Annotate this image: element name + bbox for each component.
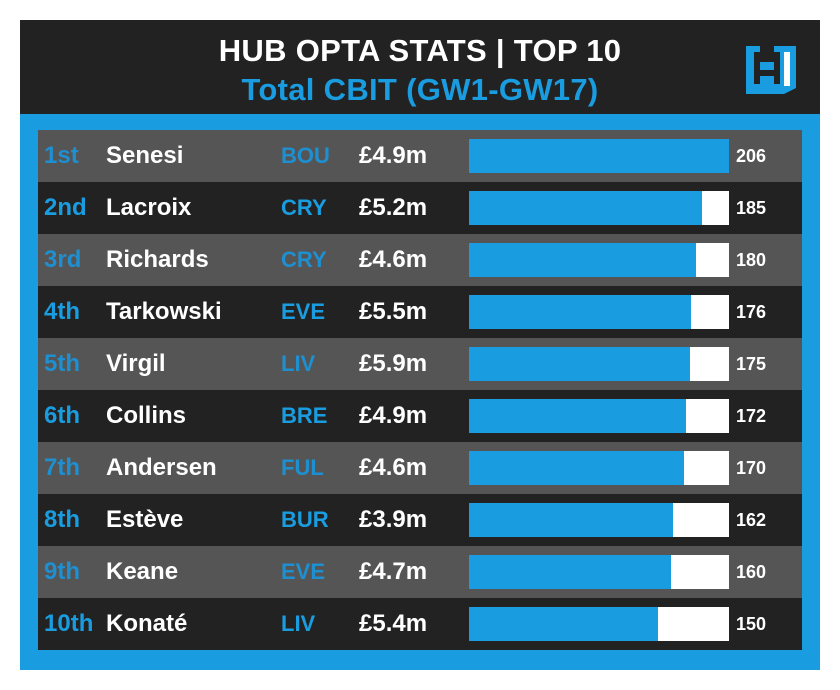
rank-label: 10th <box>44 610 94 637</box>
table-row: 3rd Richards CRY £4.6m 180 <box>38 234 802 286</box>
rank-label: 8th <box>44 506 80 533</box>
bar-track <box>469 347 729 381</box>
team-code: LIV <box>281 611 316 636</box>
bar-value-label: 185 <box>736 198 767 218</box>
rankings-panel: 1st Senesi BOU £4.9m 206 2nd Lacroix CRY £5.2m 18… <box>20 114 820 670</box>
rank-label: 9th <box>44 558 80 585</box>
bar <box>469 243 696 277</box>
player-name: Virgil <box>106 350 166 377</box>
team-code: BRE <box>281 403 328 428</box>
player-name: Senesi <box>106 142 184 169</box>
player-price: £4.9m <box>359 142 428 169</box>
table-row: 2nd Lacroix CRY £5.2m 185 <box>38 182 802 234</box>
bar-value-label: 206 <box>736 146 767 166</box>
player-price: £4.6m <box>359 454 428 481</box>
rank-label: 5th <box>44 350 80 377</box>
team-code: BUR <box>281 507 329 532</box>
team-code: EVE <box>281 299 326 324</box>
table-row: 1st Senesi BOU £4.9m 206 <box>38 130 802 182</box>
bar-value-label: 160 <box>736 562 767 582</box>
bar <box>469 451 684 485</box>
rank-label: 3rd <box>44 246 82 273</box>
bar-value-label: 162 <box>736 510 767 530</box>
stats-card: HUB OPTA STATS | TOP 10 Total CBIT (GW1-… <box>20 20 820 670</box>
team-code: FUL <box>281 455 324 480</box>
bar-value-label: 172 <box>736 406 767 426</box>
player-name: Collins <box>106 402 187 429</box>
team-code: LIV <box>281 351 316 376</box>
bar-track <box>469 139 729 173</box>
table-row: 5th Virgil LIV £5.9m 175 <box>38 338 802 390</box>
bar-value-label: 180 <box>736 250 767 270</box>
rank-label: 2nd <box>44 194 87 221</box>
bar-value-label: 176 <box>736 302 767 322</box>
chart-subtitle: Total CBIT (GW1-GW17) <box>241 72 599 107</box>
bar-track <box>469 555 729 589</box>
hub-logo-icon <box>746 46 796 94</box>
player-price: £4.9m <box>359 402 428 429</box>
player-name: Konaté <box>106 610 188 637</box>
rankings-table: 1st Senesi BOU £4.9m 206 2nd Lacroix CRY £5.2m 18… <box>38 130 802 650</box>
rank-label: 4th <box>44 298 80 325</box>
player-name: Estève <box>106 506 184 533</box>
player-name: Richards <box>106 246 209 273</box>
bar-track <box>469 451 729 485</box>
bar <box>469 347 690 381</box>
bar-track <box>469 191 729 225</box>
table-row: 9th Keane EVE £4.7m 160 <box>38 546 802 598</box>
team-code: CRY <box>281 247 327 272</box>
rank-label: 7th <box>44 454 80 481</box>
player-price: £3.9m <box>359 506 428 533</box>
header: HUB OPTA STATS | TOP 10 Total CBIT (GW1-… <box>20 20 820 112</box>
bar-value-label: 150 <box>736 614 767 634</box>
team-code: CRY <box>281 195 327 220</box>
rank-label: 6th <box>44 402 80 429</box>
bar-track <box>469 399 729 433</box>
player-price: £4.7m <box>359 558 428 585</box>
bar-track <box>469 607 729 641</box>
player-name: Keane <box>106 558 179 585</box>
table-row: 10th Konaté LIV £5.4m 150 <box>38 598 802 650</box>
player-name: Lacroix <box>106 194 192 221</box>
bar-track <box>469 295 729 329</box>
team-code: EVE <box>281 559 326 584</box>
bar <box>469 607 658 641</box>
bar-track <box>469 243 729 277</box>
rank-label: 1st <box>44 142 79 169</box>
table-row: 4th Tarkowski EVE £5.5m 176 <box>38 286 802 338</box>
bar <box>469 191 702 225</box>
player-price: £4.6m <box>359 246 428 273</box>
player-price: £5.4m <box>359 610 428 637</box>
player-name: Andersen <box>106 454 217 481</box>
table-row: 6th Collins BRE £4.9m 172 <box>38 390 802 442</box>
player-price: £5.9m <box>359 350 428 377</box>
bar <box>469 555 671 589</box>
bar-value-label: 175 <box>736 354 767 374</box>
bar <box>469 295 691 329</box>
bar-value-label: 170 <box>736 458 767 478</box>
bar-track <box>469 503 729 537</box>
bar <box>469 139 729 173</box>
team-code: BOU <box>281 143 330 168</box>
bar <box>469 399 686 433</box>
chart-title: HUB OPTA STATS | TOP 10 <box>218 33 622 68</box>
bar <box>469 503 673 537</box>
player-price: £5.2m <box>359 194 428 221</box>
player-name: Tarkowski <box>106 298 222 325</box>
table-row: 8th Estève BUR £3.9m 162 <box>38 494 802 546</box>
player-price: £5.5m <box>359 298 428 325</box>
table-row: 7th Andersen FUL £4.6m 170 <box>38 442 802 494</box>
